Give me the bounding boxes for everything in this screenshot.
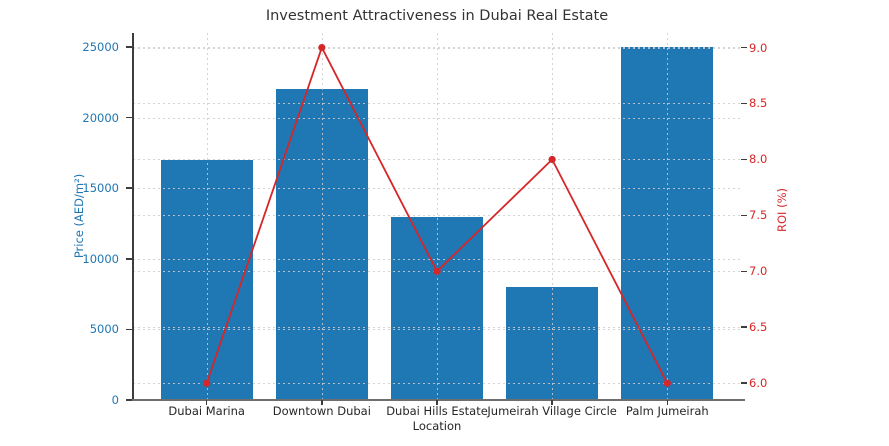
roi-line [205, 45, 669, 384]
left-tick-mark [126, 46, 132, 48]
y-tick-label-left: 20000 [82, 110, 119, 125]
bar-dubai-marina [160, 160, 253, 400]
bar-downtown-dubai [275, 89, 368, 400]
right-tick-mark [741, 326, 747, 329]
right-axis-label: ROI (%) [775, 188, 789, 232]
y-tick-label-left: 25000 [82, 40, 119, 55]
y-tick-label-left: 5000 [89, 322, 119, 337]
x-tick-label-dubai-hills-estate: Dubai Hills Estate [386, 404, 488, 418]
y-tick-label-right: 7.0 [749, 264, 768, 279]
x-tick-label-dubai-marina: Dubai Marina [168, 404, 245, 418]
roi-marker [433, 267, 441, 275]
right-tick-mark [741, 382, 747, 384]
roi-marker [203, 379, 211, 387]
y-tick-label-right: 6.0 [749, 376, 768, 391]
left-tick-mark [126, 116, 132, 119]
bar-dubai-hills-estate [390, 216, 484, 400]
roi-line-chart [203, 43, 671, 387]
chart-title: Investment Attractiveness in Dubai Real … [265, 8, 609, 24]
y-tick-label-right: 8.5 [749, 96, 768, 111]
left-tick-mark [126, 258, 132, 260]
gridline-x [552, 33, 554, 400]
y-tick-label-left: 10000 [82, 251, 119, 266]
left-spine [132, 33, 134, 400]
roi-marker [663, 379, 671, 387]
right-tick-mark [741, 102, 747, 105]
plot-area: 0 5000 10000 15000 20000 25000 6.0 6.5 7.0 7.5 8.0… [82, 33, 767, 407]
x-tick-mark [436, 400, 438, 405]
right-tick-mark [741, 158, 747, 161]
x-tick-label-downtown-dubai: Downtown Dubai [272, 404, 371, 418]
right-tick-mark [741, 46, 747, 49]
x-tick-label-jumeirah-village-circle: Jumeirah Village Circle [487, 404, 617, 418]
y-tick-label-left: 0 [111, 393, 119, 407]
x-tick-mark [205, 400, 208, 405]
left-tick-mark [126, 399, 132, 401]
left-tick-mark [126, 328, 132, 331]
gridline-x [437, 33, 438, 400]
left-tick-mark [126, 187, 132, 190]
y-tick-label-right: 9.0 [749, 40, 768, 55]
bar-palm-jumeirah [621, 47, 714, 400]
gridline-x [321, 33, 323, 400]
right-tick-mark [741, 214, 747, 217]
y-tick-label-left: 15000 [82, 181, 119, 196]
x-axis-label: Location [412, 419, 462, 433]
gridline-x [667, 33, 669, 400]
bar-jumeirah-village-circle [506, 287, 599, 400]
y-tick-label-right: 8.0 [749, 152, 768, 167]
roi-marker [548, 155, 556, 164]
y-tick-label-right: 6.5 [749, 320, 768, 335]
x-tick-mark [321, 400, 323, 405]
x-tick-mark [551, 400, 553, 405]
x-tick-label-palm-jumeirah: Palm Jumeirah [625, 404, 709, 418]
roi-marker [318, 43, 326, 52]
bottom-spine [131, 398, 745, 402]
gridline-x [206, 33, 208, 400]
y-tick-label-right: 7.5 [749, 208, 768, 223]
right-tick-mark [741, 270, 747, 273]
x-tick-mark [666, 400, 669, 405]
